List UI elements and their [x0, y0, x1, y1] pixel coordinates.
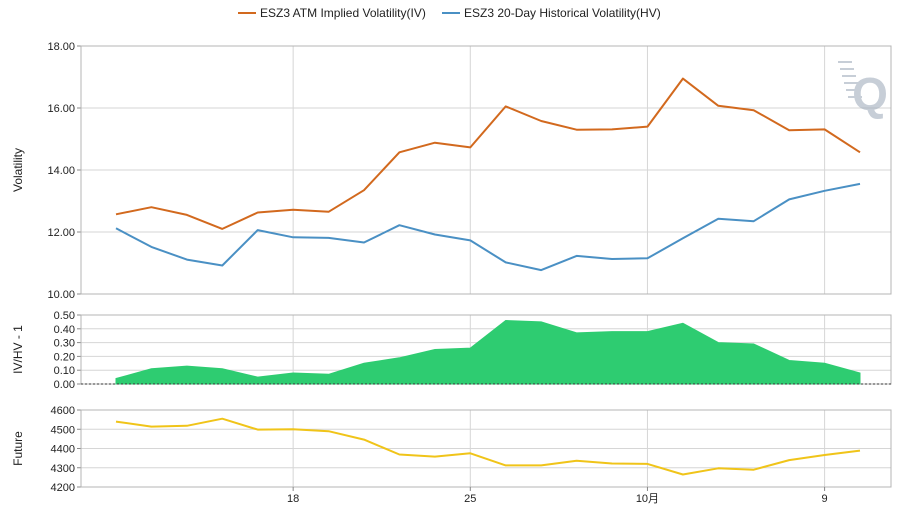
y-tick-label: 10.00 [47, 289, 75, 301]
x-tick-label: 25 [464, 493, 476, 505]
y-tick-label: 0.50 [54, 310, 75, 322]
y-tick-label: 12.00 [47, 227, 75, 239]
legend: ESZ3 ATM Implied Volatility(IV) ESZ3 20-D… [238, 6, 661, 20]
y-tick-label: 16.00 [47, 103, 75, 115]
legend-label: ESZ3 20-Day Historical Volatility(HV) [464, 6, 661, 20]
series-line-future [115, 417, 861, 476]
y-axis-label: Future [11, 431, 25, 466]
y-tick-label: 4300 [51, 463, 75, 475]
watermark-logo: Q [838, 61, 888, 120]
x-tick-label: 10月 [636, 493, 659, 505]
x-axis: 18 25 10月 9 [287, 487, 828, 505]
y-tick-label: 0.30 [54, 338, 75, 350]
watermark-text: Q [852, 68, 888, 120]
y-tick-label: 4500 [51, 424, 75, 436]
y-tick-label: 0.00 [54, 379, 75, 391]
legend-label: ESZ3 ATM Implied Volatility(IV) [260, 6, 426, 20]
plot-frame [80, 409, 892, 488]
panel-1: 10.00 12.00 14.00 16.00 18.00 Volatility [11, 41, 892, 301]
y-tick-label: 4600 [51, 405, 75, 417]
plot-frame [80, 45, 892, 295]
y-tick-label: 0.10 [54, 365, 75, 377]
legend-item: ESZ3 ATM Implied Volatility(IV) [238, 6, 426, 20]
y-tick-label: 0.20 [54, 351, 75, 363]
panel-3: 4200 4300 4400 4500 4600 Future [11, 405, 892, 494]
legend-item: ESZ3 20-Day Historical Volatility(HV) [442, 6, 661, 20]
y-tick-label: 14.00 [47, 165, 75, 177]
y-tick-label: 4200 [51, 482, 75, 494]
series-area-ratio [115, 319, 861, 385]
x-tick-label: 18 [287, 493, 299, 505]
y-tick-label: 0.40 [54, 324, 75, 336]
y-axis-label: Volatility [11, 148, 25, 192]
y-tick-label: 18.00 [47, 41, 75, 53]
series-line-iv [115, 77, 861, 230]
series-line-hv [115, 182, 861, 272]
y-tick-label: 4400 [51, 444, 75, 456]
x-tick-label: 9 [822, 493, 828, 505]
y-axis-label: IV/HV - 1 [11, 325, 25, 374]
